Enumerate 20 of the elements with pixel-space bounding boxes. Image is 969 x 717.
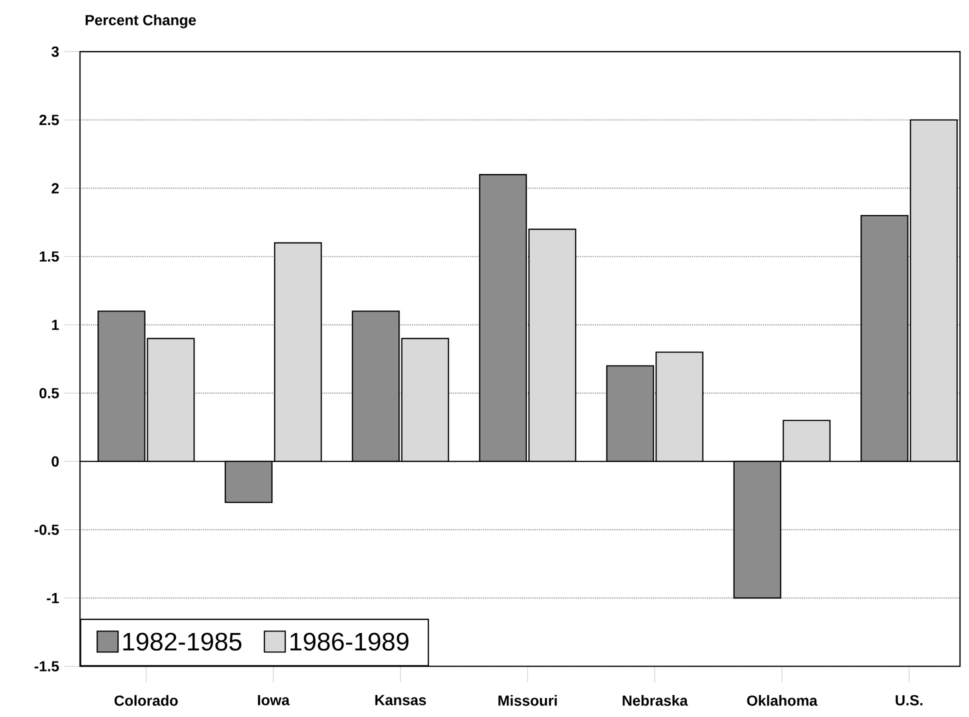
y-tick-label: 2.5 <box>39 114 59 126</box>
y-tick-label: 3 <box>51 46 59 57</box>
x-tick-label: U.S. <box>896 695 922 706</box>
x-tick-label: Kansas <box>375 695 426 706</box>
y-tick-label: 0.5 <box>39 388 59 398</box>
x-tick-label: Missouri <box>498 695 557 706</box>
y-tick-label: 2 <box>52 183 59 194</box>
y-tick-label: -1.5 <box>34 661 59 672</box>
y-tick-label: 0 <box>52 456 59 467</box>
y-tick-label: -0.5 <box>34 524 59 535</box>
y-tick-label: 1.5 <box>40 251 59 262</box>
x-tick-label: Iowa <box>258 695 290 706</box>
x-tick-label: Nebraska <box>622 695 688 706</box>
y-axis-title: Percent Change <box>86 14 196 28</box>
legend-label: 1982-1985 <box>123 632 242 651</box>
y-tick-label: 1 <box>52 320 59 330</box>
legend-label: 1986-1989 <box>290 632 408 651</box>
x-tick-label: Colorado <box>114 695 178 706</box>
x-tick-label: Oklahoma <box>747 695 818 706</box>
y-tick-label: -1 <box>46 593 59 604</box>
